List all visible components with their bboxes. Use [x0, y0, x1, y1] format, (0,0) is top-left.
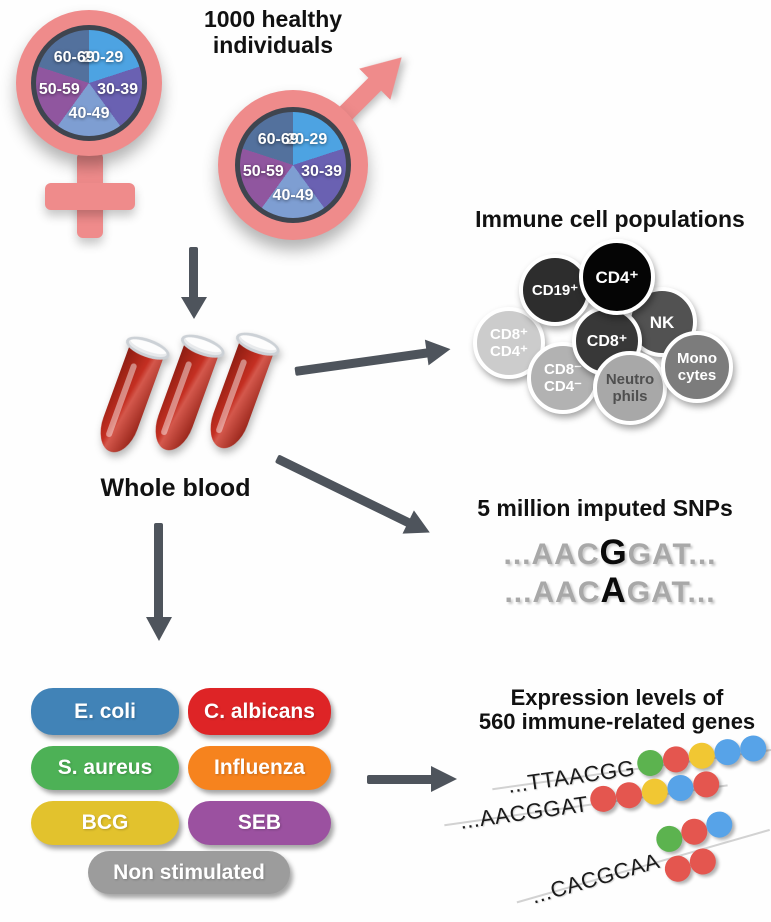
immune-cells-title: Immune cell populations: [475, 206, 745, 232]
expression-dot-yellow: [640, 776, 670, 807]
cell-neutrophils: Neutro phils: [593, 351, 667, 425]
pie-label-20-29: 20-29: [82, 48, 124, 66]
expression-dot-blue: [666, 773, 696, 803]
pie-label-40-49: 40-49: [68, 104, 110, 122]
stimulus-seb: SEB: [188, 801, 331, 845]
expression-dot-blue: [703, 808, 736, 841]
cell-cd4pos: CD4⁺: [579, 239, 655, 315]
gene-sequence: ...CACGCAA: [528, 848, 663, 909]
stimulus-influenza: Influenza: [188, 746, 331, 790]
expression-dot-yellow: [687, 741, 717, 771]
pie-label-40-49: 40-49: [272, 186, 314, 204]
snps-title: 5 million imputed SNPs: [477, 495, 733, 521]
gene-sequence: ...AACGGAT: [458, 790, 590, 834]
stimulus-e-coli: E. coli: [31, 688, 179, 735]
expression-dot-blue: [738, 733, 768, 764]
pie-label-20-29: 20-29: [286, 130, 328, 148]
sequence-suffix: GAT...: [626, 576, 716, 609]
snp-sequence-row: ...AACGGAT...: [450, 533, 770, 573]
female-symbol-crossbar: [45, 183, 135, 210]
pie-label-60-69: 60-69: [257, 130, 299, 148]
snp-variant-letter: A: [600, 571, 627, 610]
male-age-pie-chart: 20-29 30-39 40-49 50-59 60-69: [235, 107, 351, 223]
expression-dot-red: [691, 769, 722, 800]
female-age-pie-chart: 20-29 30-39 40-49 50-59 60-69: [31, 25, 147, 141]
expression-dot-red: [614, 780, 644, 810]
pie-label-50-59: 50-59: [242, 163, 284, 181]
pie-label-30-39: 30-39: [301, 163, 343, 181]
snp-variant-letter: G: [599, 533, 628, 572]
expression-dot-green: [635, 748, 665, 778]
pie-label-50-59: 50-59: [38, 81, 80, 99]
stimulus-s-aureus: S. aureus: [31, 746, 179, 790]
whole-blood-label: Whole blood: [100, 474, 251, 502]
stimulus-bcg: BCG: [31, 801, 179, 845]
expression-dot-red: [686, 845, 720, 878]
female-symbol-circle: 20-29 30-39 40-49 50-59 60-69: [16, 10, 162, 156]
stimulus-c-albicans: C. albicans: [188, 688, 331, 735]
pie-label-60-69: 60-69: [53, 48, 95, 66]
male-symbol-circle: 20-29 30-39 40-49 50-59 60-69: [218, 90, 368, 240]
expression-dots: [653, 801, 770, 889]
snp-sequence-row: ...AACAGAT...: [450, 571, 770, 611]
expression-dot-blue: [712, 737, 743, 767]
cell-monocytes: Mono cytes: [661, 331, 733, 403]
expression-dot-red: [661, 744, 691, 775]
stimulus-non-stimulated: Non stimulated: [88, 851, 290, 894]
expression-dot-red: [588, 784, 619, 814]
expression-title: Expression levels of 560 immune-related …: [478, 685, 756, 734]
page-title: 1000 healthy individuals: [203, 6, 343, 58]
sequence-prefix: ...AAC: [504, 576, 601, 609]
sequence-suffix: GAT...: [627, 538, 717, 571]
pie-label-30-39: 30-39: [97, 81, 139, 99]
sequence-prefix: ...AAC: [503, 538, 600, 571]
